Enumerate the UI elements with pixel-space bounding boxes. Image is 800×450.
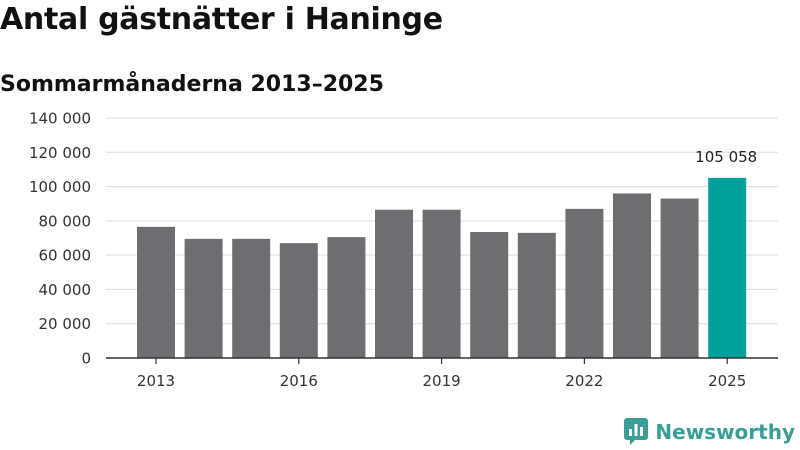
- y-tick-label: 20 000: [39, 315, 92, 333]
- bar-2015: [232, 238, 271, 358]
- y-tick-label: 100 000: [29, 178, 91, 196]
- y-axis-ticks: 0 20 000 40 000 60 000 80 000 100 000 120 000 1…: [29, 110, 91, 368]
- x-tick-label: 2013: [137, 372, 175, 390]
- y-tick-label: 0: [81, 350, 91, 368]
- y-tick-label: 140 000: [29, 110, 91, 128]
- x-tick-label: 2022: [565, 372, 603, 390]
- bar-2024: [660, 198, 699, 358]
- bars: [137, 177, 747, 358]
- data-label: 105 058: [695, 148, 757, 166]
- bar-2020: [470, 232, 509, 358]
- bar-2019: [422, 209, 461, 358]
- bar-2023: [613, 193, 651, 358]
- x-tick-label: 2025: [708, 372, 746, 390]
- x-axis-ticks: 2013 2016 2019 2022 2025: [137, 358, 746, 390]
- newsworthy-logo-icon: [624, 418, 649, 445]
- y-tick-label: 60 000: [39, 247, 92, 265]
- bar-2014: [184, 238, 223, 358]
- data-labels: 105 058: [695, 148, 757, 166]
- bar-2025: [708, 177, 747, 358]
- bar-2017: [327, 237, 366, 358]
- y-tick-label: 80 000: [39, 212, 92, 230]
- chart-title: Antal gästnätter i Haninge: [0, 2, 443, 37]
- x-tick-label: 2016: [280, 372, 318, 390]
- chart-subtitle: Sommarmånaderna 2013–2025: [0, 72, 384, 97]
- bar-2013: [137, 226, 175, 358]
- bar-chart: 0 20 000 40 000 60 000 80 000 100 000 120 000 1…: [29, 110, 778, 390]
- newsworthy-logo[interactable]: Newsworthy: [624, 418, 795, 446]
- bar-2016: [279, 243, 318, 358]
- bar-2021: [517, 232, 556, 358]
- bar-2018: [375, 209, 413, 358]
- y-tick-label: 120 000: [29, 144, 91, 162]
- brand-name: Newsworthy: [655, 420, 795, 444]
- y-tick-label: 40 000: [39, 281, 92, 299]
- bar-2022: [565, 208, 604, 358]
- x-tick-label: 2019: [423, 372, 461, 390]
